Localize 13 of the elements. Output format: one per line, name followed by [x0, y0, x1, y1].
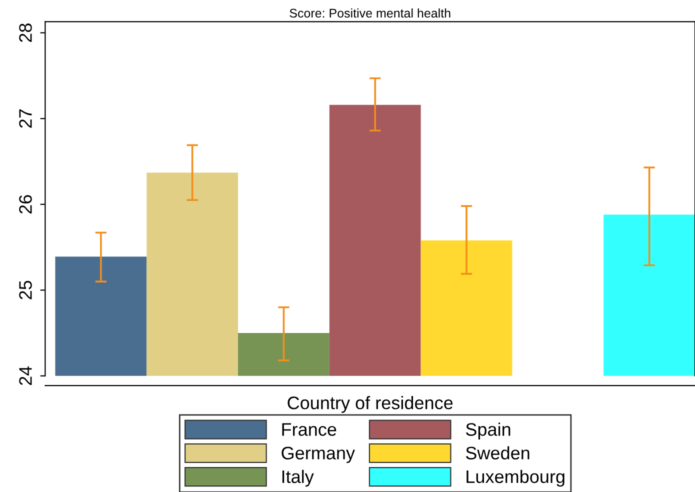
y-tick-label: 28 — [19, 24, 32, 42]
y-tick-label: 24 — [19, 366, 32, 386]
legend-label: France — [282, 423, 336, 436]
legend-label: Germany — [282, 446, 355, 464]
legend-label: Sweden — [466, 446, 530, 460]
y-tick-label: 27 — [19, 109, 32, 128]
y-tick-label: 25 — [19, 280, 32, 300]
x-axis-title: Country of residence — [288, 396, 453, 413]
legend-label: Luxembourg — [466, 470, 564, 487]
legend-label: Spain — [466, 422, 510, 440]
chart-title: Score: Positive mental health — [290, 8, 450, 18]
y-tick-label: 26 — [19, 195, 32, 214]
legend-label: Italy — [282, 470, 314, 487]
